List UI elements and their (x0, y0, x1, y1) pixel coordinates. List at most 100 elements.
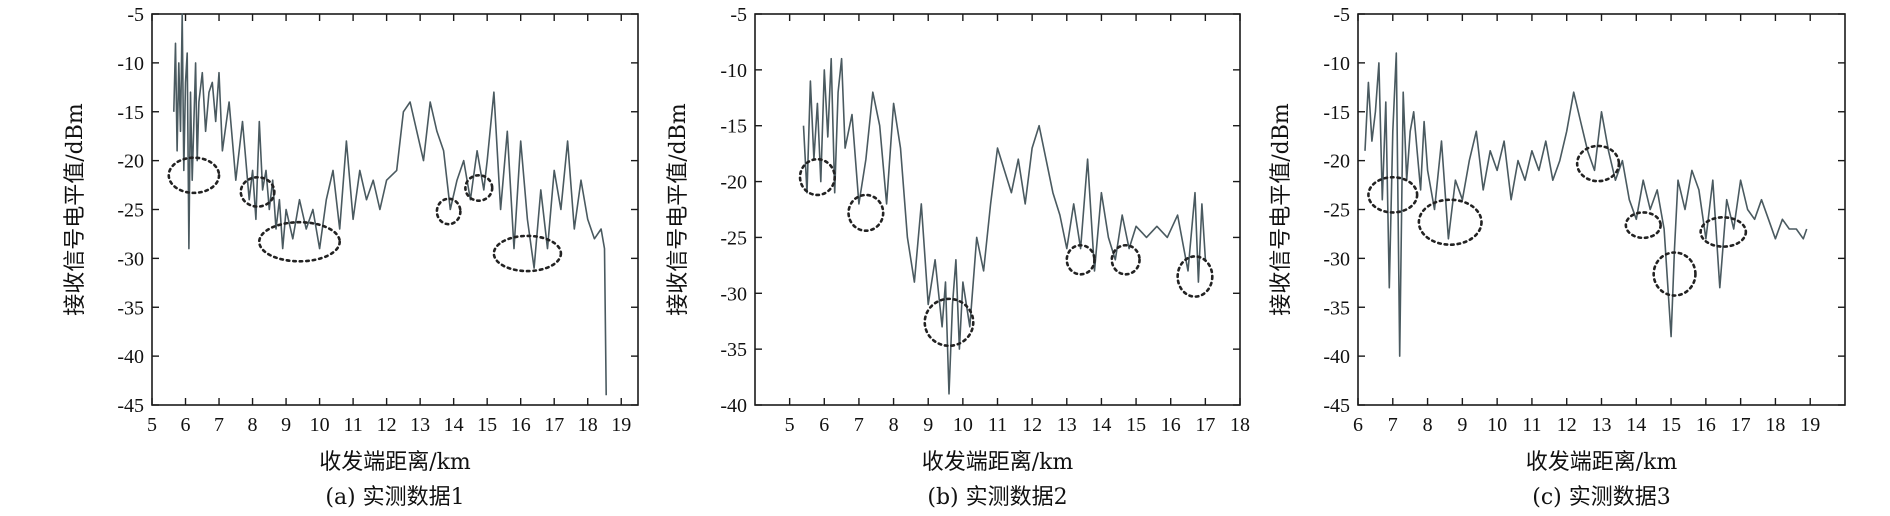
x-tick-label: 12 (377, 414, 397, 436)
x-tick-label: 17 (1731, 414, 1751, 436)
x-tick-label: 12 (1557, 414, 1577, 436)
x-tick-label: 14 (444, 414, 464, 436)
panel-caption: (b) 实测数据2 (927, 485, 1067, 510)
x-tick-label: 17 (544, 414, 564, 436)
y-tick-label: -35 (117, 297, 144, 319)
x-tick-label: 10 (310, 414, 330, 436)
chart-panel-3: 6 7 8 9 10 11 12 13 14 15 16 17 18 19 -45 -40 -35 -30 -25 -… (1269, 4, 1846, 510)
x-tick-label: 8 (889, 414, 899, 436)
chart-panels: 5 6 7 8 9 10 11 12 13 14 15 16 17 18 19 -45 -40 -35 -30 -25… (63, 4, 1846, 510)
x-tick-label: 5 (147, 414, 157, 436)
x-tick-label: 10 (1487, 414, 1507, 436)
y-tick-label: -10 (720, 60, 747, 82)
x-axis-label: 收发端距离/km (319, 450, 471, 475)
y-tick-label: -20 (1323, 151, 1350, 173)
y-tick-label: -15 (117, 102, 144, 124)
y-tick-label: -5 (1333, 4, 1350, 26)
x-tick-label: 19 (1800, 414, 1820, 436)
dotted-ellipse-marker (847, 193, 885, 233)
series-line (802, 57, 1207, 395)
dotted-ellipse-marker (923, 297, 975, 348)
y-tick-label: -40 (117, 346, 144, 368)
dotted-ellipse-marker (1065, 243, 1096, 276)
x-axis-label: 收发端距离/km (1526, 450, 1678, 475)
dotted-ellipse-marker (1176, 255, 1214, 298)
y-tick-label: -40 (720, 395, 747, 417)
x-tick-label: 9 (1457, 414, 1467, 436)
x-tick-label: 11 (1522, 414, 1541, 436)
plot-frame (754, 13, 1241, 406)
x-tick-label: 11 (988, 414, 1007, 436)
x-tick-label: 16 (1696, 414, 1716, 436)
x-tick-label: 16 (1161, 414, 1181, 436)
x-tick-label: 6 (181, 414, 191, 436)
x-tick-label: 14 (1091, 414, 1111, 436)
y-axis-label: 接收信号电平值/dBm (63, 103, 88, 316)
x-tick-label: 18 (1230, 414, 1250, 436)
x-tick-label: 17 (1195, 414, 1215, 436)
dotted-ellipse-marker (257, 220, 341, 263)
y-tick-label: -30 (1323, 248, 1350, 270)
x-tick-label: 5 (785, 414, 795, 436)
y-tick-label: -40 (1323, 346, 1350, 368)
y-tick-label: -5 (730, 4, 747, 26)
x-tick-label: 13 (410, 414, 430, 436)
y-tick-label: -25 (720, 227, 747, 249)
y-tick-label: -20 (720, 172, 747, 194)
dotted-ellipse-marker (239, 175, 276, 208)
x-tick-label: 6 (1353, 414, 1363, 436)
y-axis-label: 接收信号电平值/dBm (1269, 103, 1294, 316)
y-tick-label: -30 (117, 248, 144, 270)
x-tick-label: 6 (819, 414, 829, 436)
y-tick-label: -45 (1323, 395, 1350, 417)
y-tick-label: -10 (117, 53, 144, 75)
x-tick-label: 12 (1022, 414, 1042, 436)
dotted-ellipse-marker (1699, 216, 1748, 248)
dotted-ellipse-marker (435, 197, 462, 226)
y-tick-label: -5 (127, 4, 144, 26)
y-tick-label: -35 (720, 339, 747, 361)
dotted-ellipse-marker (1110, 243, 1141, 276)
panel-caption: (a) 实测数据1 (325, 485, 464, 510)
y-tick-label: -10 (1323, 53, 1350, 75)
y-axis-label: 接收信号电平值/dBm (666, 103, 691, 316)
x-tick-label: 11 (343, 414, 362, 436)
y-tick-label: -25 (117, 200, 144, 222)
x-tick-label: 16 (511, 414, 531, 436)
dotted-ellipse-marker (167, 156, 221, 195)
x-tick-label: 8 (248, 414, 258, 436)
y-tick-label: -30 (720, 283, 747, 305)
x-tick-label: 15 (477, 414, 497, 436)
y-tick-label: -45 (117, 395, 144, 417)
x-axis-label: 收发端距离/km (922, 450, 1074, 475)
y-tick-label: -35 (1323, 297, 1350, 319)
x-tick-label: 14 (1626, 414, 1646, 436)
series-line (1364, 52, 1808, 357)
dotted-ellipse-marker (798, 157, 836, 197)
x-tick-label: 10 (953, 414, 973, 436)
x-tick-label: 18 (578, 414, 598, 436)
y-tick-label: -15 (1323, 102, 1350, 124)
plot-frame (1357, 13, 1846, 406)
x-tick-label: 15 (1126, 414, 1146, 436)
y-tick-label: -25 (1323, 200, 1350, 222)
dotted-ellipse-marker (464, 173, 494, 203)
dotted-ellipse-marker (1652, 251, 1697, 297)
y-tick-label: -15 (720, 116, 747, 138)
plot-frame (151, 13, 639, 406)
x-tick-label: 15 (1661, 414, 1681, 436)
series-line (173, 13, 607, 396)
chart-panel-1: 5 6 7 8 9 10 11 12 13 14 15 16 17 18 19 -45 -40 -35 -30 -25… (63, 4, 639, 510)
panel-caption: (c) 实测数据3 (1532, 485, 1670, 510)
x-tick-label: 19 (611, 414, 631, 436)
x-tick-label: 7 (214, 414, 224, 436)
x-tick-label: 18 (1765, 414, 1785, 436)
dotted-ellipse-marker (1417, 198, 1483, 246)
x-tick-label: 7 (854, 414, 864, 436)
x-tick-label: 9 (923, 414, 933, 436)
x-tick-label: 8 (1423, 414, 1433, 436)
dotted-ellipse-marker (1367, 175, 1419, 214)
dotted-ellipse-marker (492, 234, 563, 273)
x-tick-label: 9 (281, 414, 291, 436)
